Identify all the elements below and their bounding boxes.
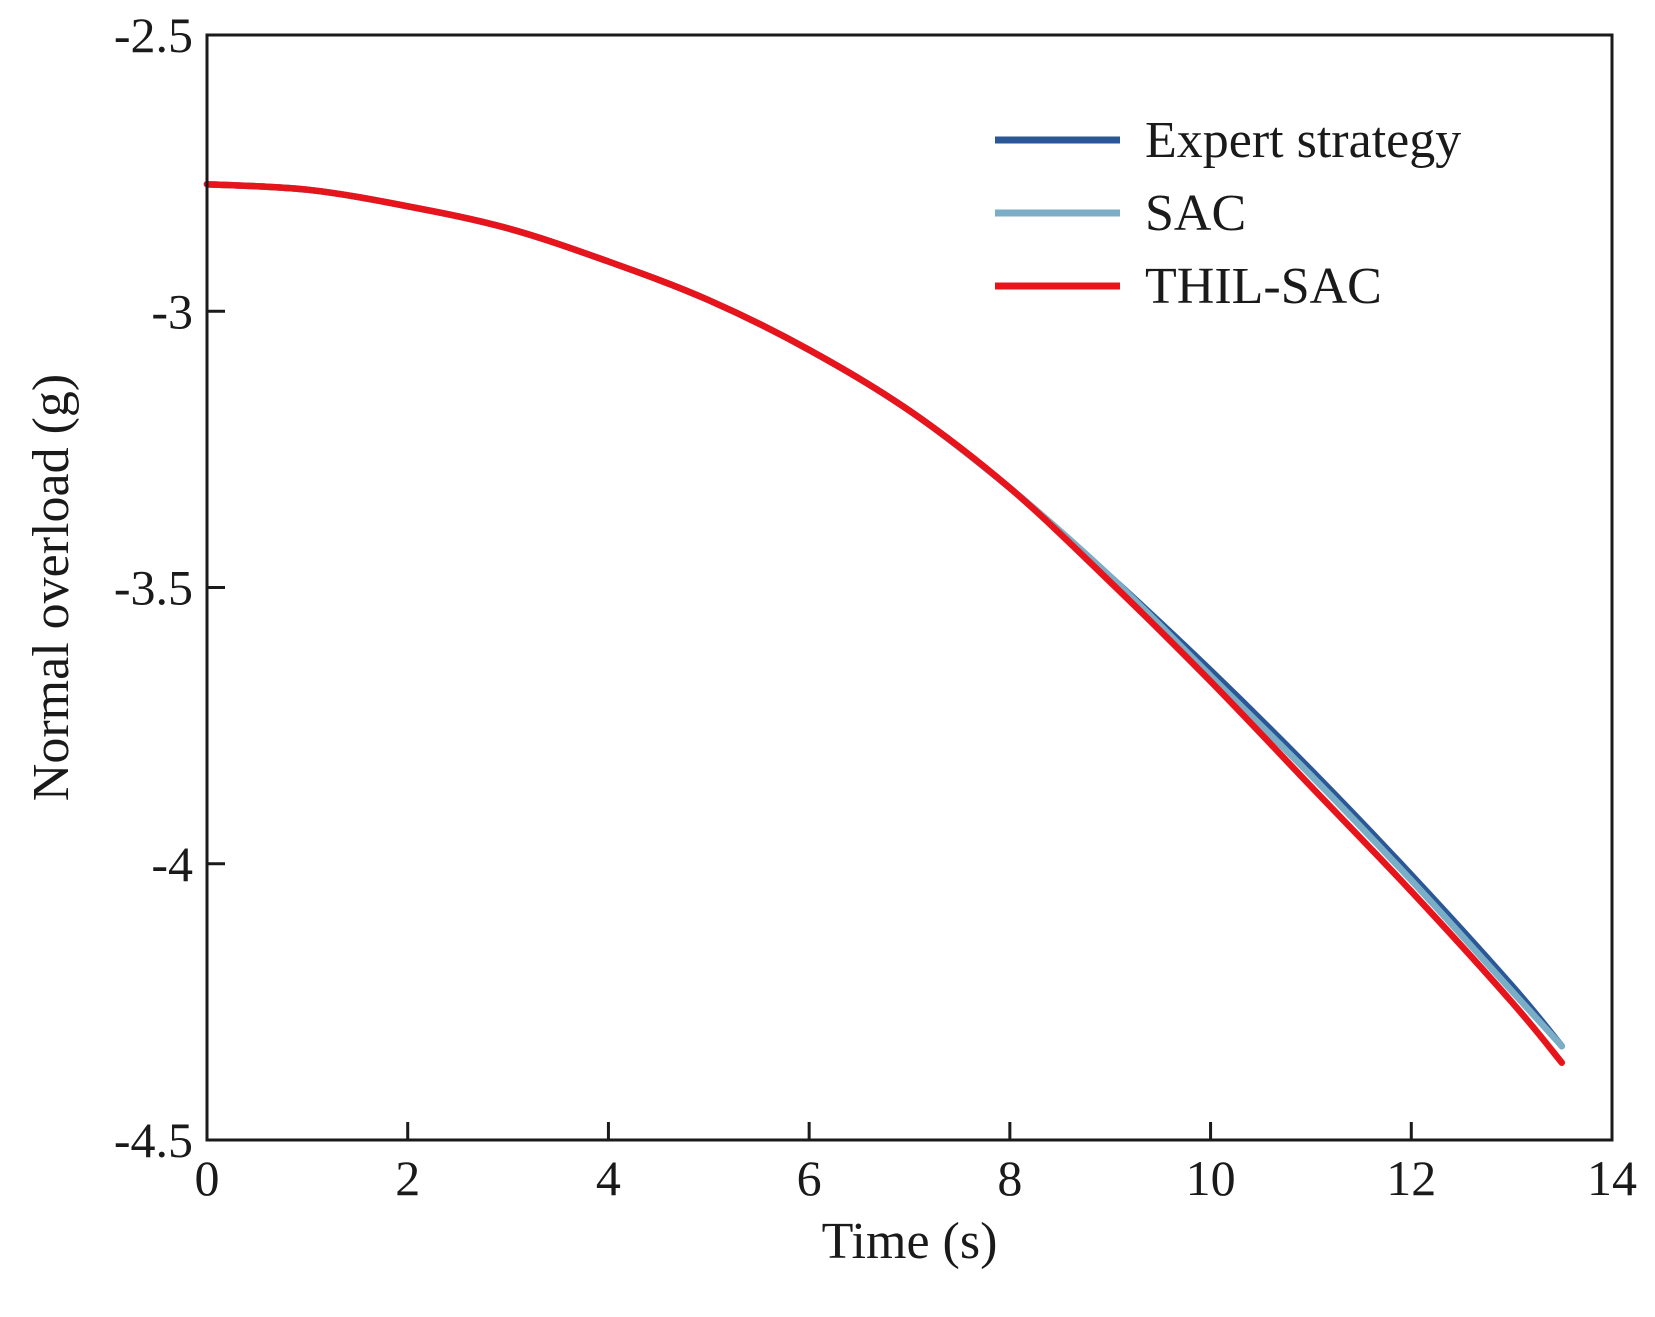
y-tick-label: -4.5 (114, 1112, 193, 1168)
series-layer (203, 180, 1566, 1066)
x-tick-label: 12 (1386, 1150, 1436, 1206)
y-tick-label: -4 (151, 836, 193, 892)
legend-label-sac: SAC (1145, 185, 1246, 242)
x-tick-label: 8 (997, 1150, 1022, 1206)
legend-layer: Expert strategy SAC THIL-SAC (995, 112, 1461, 315)
y-axis-title: Normal overload (g) (23, 374, 80, 801)
x-tick-label: 2 (395, 1150, 420, 1206)
x-tick-label: 10 (1186, 1150, 1236, 1206)
x-tick-label: 0 (195, 1150, 220, 1206)
legend-label-thil-sac: THIL-SAC (1145, 258, 1382, 315)
x-tick-label: 4 (596, 1150, 621, 1206)
y-tick-label: -2.5 (114, 7, 193, 63)
ticks-layer: 0 2 4 6 8 10 12 14 -2.5 -3 -3.5 -4 -4.5 (114, 7, 1637, 1206)
plot-frame (205, 33, 1614, 1142)
x-tick-label: 6 (797, 1150, 822, 1206)
legend-label-expert-strategy: Expert strategy (1145, 112, 1461, 169)
series-line-thil-sac (203, 180, 1566, 1066)
x-tick-label: 14 (1587, 1150, 1637, 1206)
x-axis-title: Time (s) (822, 1213, 998, 1270)
y-tick-label: -3 (151, 283, 193, 339)
y-tick-label: -3.5 (114, 560, 193, 616)
